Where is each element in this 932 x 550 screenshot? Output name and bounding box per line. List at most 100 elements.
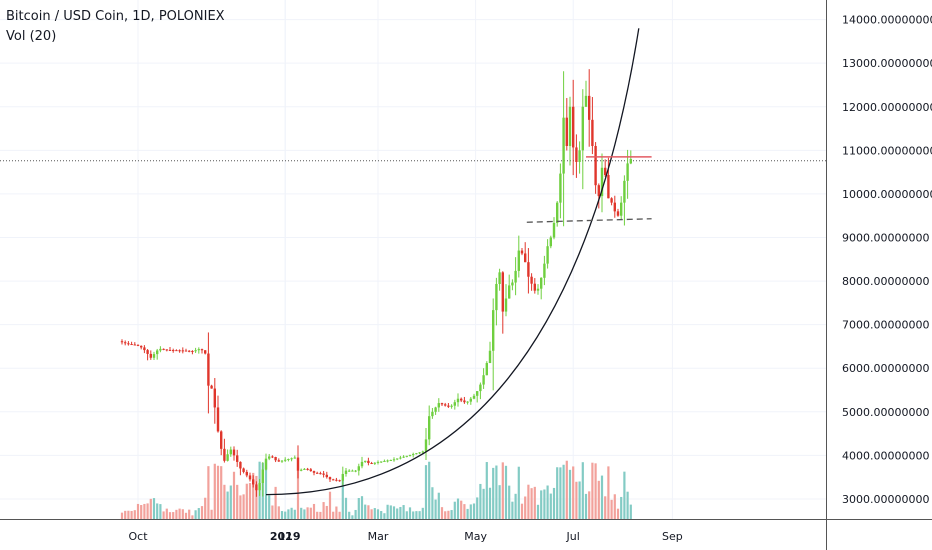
y-tick-label-8: 6000.00000000 bbox=[842, 362, 929, 375]
volume-bar-9 bbox=[149, 498, 152, 519]
candle-body-143 bbox=[578, 150, 581, 162]
volume-bar-98 bbox=[434, 499, 437, 519]
candle-body-99 bbox=[437, 403, 440, 408]
symbol-title[interactable]: Bitcoin / USD Coin, 1D, POLONIEX bbox=[6, 9, 225, 24]
candle-body-75 bbox=[360, 461, 364, 467]
volume-bar-100 bbox=[440, 507, 444, 519]
candle-body-40 bbox=[248, 475, 252, 480]
volume-bar-59 bbox=[309, 507, 312, 519]
volume-bar-150 bbox=[600, 475, 604, 519]
volume-bar-95 bbox=[424, 465, 428, 519]
candle-body-84 bbox=[389, 459, 392, 461]
candle-body-14 bbox=[165, 349, 168, 351]
volume-bar-78 bbox=[370, 509, 373, 519]
volume-bar-73 bbox=[354, 509, 357, 519]
volume-bar-102 bbox=[447, 510, 450, 519]
volume-bar-88 bbox=[402, 505, 405, 519]
volume-bar-94 bbox=[421, 507, 424, 519]
candle-body-64 bbox=[325, 474, 328, 478]
candle-body-11 bbox=[156, 350, 159, 355]
volume-bar-53 bbox=[290, 507, 293, 519]
volume-bar-19 bbox=[181, 509, 184, 519]
volume-bar-30 bbox=[216, 465, 220, 519]
volume-bar-124 bbox=[517, 466, 520, 519]
candle-body-144 bbox=[581, 106, 584, 151]
volume-bar-83 bbox=[386, 504, 389, 519]
volume-bar-153 bbox=[610, 499, 613, 519]
volume-bar-143 bbox=[578, 481, 581, 519]
candle-body-157 bbox=[623, 180, 626, 203]
drawn-trendlines[interactable] bbox=[265, 28, 652, 496]
candle-body-71 bbox=[348, 470, 351, 472]
candle-body-26 bbox=[204, 350, 207, 354]
candle-body-91 bbox=[412, 454, 415, 456]
volume-bar-145 bbox=[584, 493, 588, 519]
candle-body-89 bbox=[405, 455, 408, 457]
candle-body-69 bbox=[341, 473, 344, 481]
volume-bar-58 bbox=[306, 507, 309, 519]
volume-bar-16 bbox=[172, 512, 175, 519]
candle-body-47 bbox=[271, 456, 274, 458]
volume-bar-113 bbox=[482, 488, 485, 519]
candle-body-147 bbox=[591, 119, 594, 146]
candle-body-76 bbox=[364, 460, 367, 462]
parabolic-trend-curve bbox=[265, 28, 640, 496]
volume-bar-134 bbox=[549, 493, 552, 519]
price-axis[interactable]: 14000.00000000 13000.00000000 12000.000000… bbox=[842, 14, 932, 506]
candle-body-78 bbox=[370, 463, 373, 465]
candle-body-58 bbox=[306, 468, 309, 470]
candle-body-112 bbox=[479, 384, 482, 392]
volume-bar-22 bbox=[191, 515, 194, 519]
candle-body-145 bbox=[584, 95, 588, 107]
volume-bar-52 bbox=[287, 509, 290, 519]
candle-body-101 bbox=[444, 404, 447, 406]
candle-body-87 bbox=[399, 457, 402, 459]
candle-body-151 bbox=[604, 167, 607, 176]
x-tick-label-3: Mar bbox=[368, 530, 389, 543]
y-tick-label-2: 12000.00000000 bbox=[842, 101, 932, 114]
candle-body-35 bbox=[232, 449, 236, 456]
candle-body-68 bbox=[338, 480, 341, 482]
candle-body-33 bbox=[226, 454, 229, 461]
candle-body-48 bbox=[274, 457, 277, 461]
candle-body-28 bbox=[210, 385, 213, 389]
volume-bar-1 bbox=[124, 510, 127, 519]
volume-bar-149 bbox=[597, 480, 600, 519]
candle-body-63 bbox=[322, 473, 325, 475]
candle-body-108 bbox=[466, 401, 469, 403]
candle-body-159 bbox=[629, 159, 632, 164]
volume-bar-120 bbox=[504, 465, 508, 519]
volume-bar-75 bbox=[360, 496, 364, 519]
volume-bar-130 bbox=[536, 504, 540, 519]
candle-body-9 bbox=[149, 353, 152, 358]
candle-body-57 bbox=[303, 468, 306, 470]
volume-bar-133 bbox=[546, 485, 549, 519]
volume-bar-126 bbox=[524, 496, 527, 519]
volume-bar-112 bbox=[479, 483, 482, 519]
volume-bar-89 bbox=[405, 511, 408, 519]
volume-indicator-label[interactable]: Vol (20) bbox=[6, 29, 57, 44]
candle-body-50 bbox=[280, 460, 284, 462]
volume-bar-76 bbox=[364, 504, 367, 519]
volume-bar-129 bbox=[533, 486, 536, 519]
volume-bar-25 bbox=[200, 506, 204, 519]
y-tick-label-1: 13000.00000000 bbox=[842, 57, 932, 70]
volume-bar-107 bbox=[463, 504, 466, 519]
volume-bar-158 bbox=[626, 491, 629, 519]
candle-body-79 bbox=[373, 462, 376, 464]
volume-bar-2 bbox=[127, 510, 130, 519]
volume-bar-139 bbox=[565, 460, 568, 519]
volume-bar-10 bbox=[152, 498, 156, 519]
volume-bar-111 bbox=[476, 497, 479, 519]
candle-body-77 bbox=[367, 460, 370, 464]
candle-body-53 bbox=[290, 458, 293, 460]
candle-body-135 bbox=[552, 222, 556, 238]
candle-body-29 bbox=[213, 388, 216, 408]
volume-bar-136 bbox=[556, 467, 559, 519]
candle-body-146 bbox=[588, 95, 591, 120]
volume-bar-69 bbox=[341, 479, 344, 519]
volume-bar-141 bbox=[572, 466, 575, 519]
volume-bar-142 bbox=[575, 481, 578, 519]
